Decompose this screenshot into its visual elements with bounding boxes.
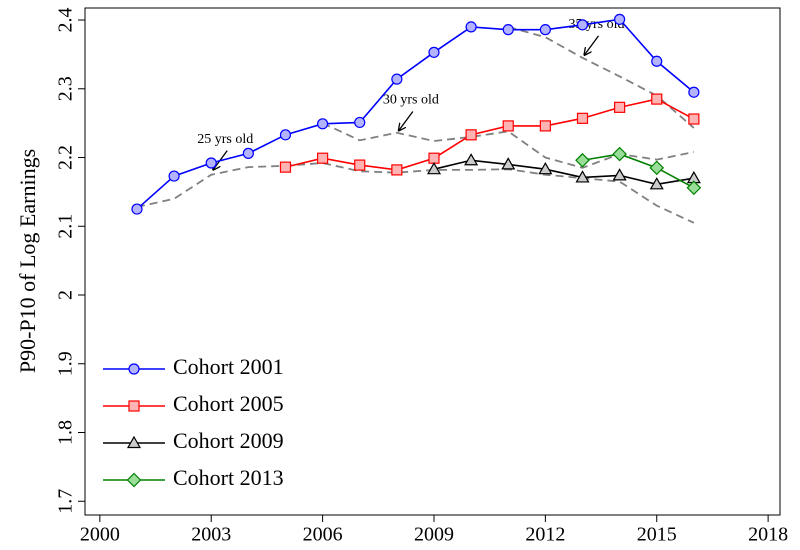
data-point [575,170,590,183]
x-tick-label: 2018 [748,524,788,546]
data-point [614,101,626,113]
y-tick-label: 2.4 [55,8,77,33]
data-point [354,159,366,171]
series-line [582,153,695,189]
y-tick-label: 2 [55,290,77,300]
series-line [433,159,695,186]
data-point [649,177,664,190]
data-point [539,24,551,36]
y-tick-label: 1.8 [55,420,77,445]
annotation-text: 25 yrs old [197,132,253,147]
data-point [651,93,663,105]
reference-line [507,26,695,129]
data-point [279,161,292,173]
data-point [612,168,627,181]
data-point [686,180,702,196]
y-tick-label: 2.2 [55,145,77,170]
data-point [688,86,700,98]
data-point [576,19,589,31]
data-point [465,129,477,141]
data-point [428,152,440,164]
legend-marker [126,472,142,488]
y-tick-label: 2.1 [55,214,77,239]
data-point [205,157,217,169]
data-point [168,170,180,182]
annotation-text: 30 yrs old [383,93,439,108]
data-point [242,147,254,159]
data-point [426,161,442,175]
data-point [465,21,477,33]
reference-line [322,122,695,169]
legend-marker [128,400,140,412]
data-point [575,152,590,168]
legend-label: Cohort 2013 [173,465,284,490]
x-tick-label: 2015 [637,524,677,546]
plot-frame [84,7,781,516]
data-point [649,160,665,176]
legend-label: Cohort 2005 [173,391,284,416]
data-point [279,129,292,141]
data-point [688,113,700,125]
data-point [502,24,514,36]
reference-line [136,162,695,224]
y-tick-label: 2.3 [55,76,77,101]
data-point [391,164,403,176]
data-point [317,152,329,164]
data-point [501,157,516,170]
annotation-arrow [584,35,600,55]
y-tick-label: 1.7 [55,489,77,514]
data-point [502,120,514,132]
x-tick-label: 2009 [414,524,454,546]
legend-label: Cohort 2001 [173,354,284,379]
data-point [317,118,329,130]
data-point [539,120,551,132]
legend-marker [128,363,140,375]
y-tick-label: 1.9 [55,351,77,376]
data-point [428,46,440,58]
y-axis-label: P90-P10 of Log Earnings [15,149,40,373]
data-point [464,153,479,166]
data-point [651,55,663,67]
data-point [391,73,403,85]
x-tick-label: 2012 [525,524,565,546]
legend-label: Cohort 2009 [173,428,284,453]
data-point [614,13,626,25]
annotation-arrow [399,111,414,130]
data-point [576,112,589,124]
series-line [136,18,695,210]
legend-marker [126,435,142,449]
data-point [131,203,143,215]
data-point [354,116,366,129]
x-tick-label: 2006 [303,524,343,546]
data-point [612,146,627,162]
x-tick-label: 2000 [80,524,120,546]
series-line [285,98,695,171]
data-point [538,161,553,175]
x-tick-label: 2003 [191,524,231,546]
